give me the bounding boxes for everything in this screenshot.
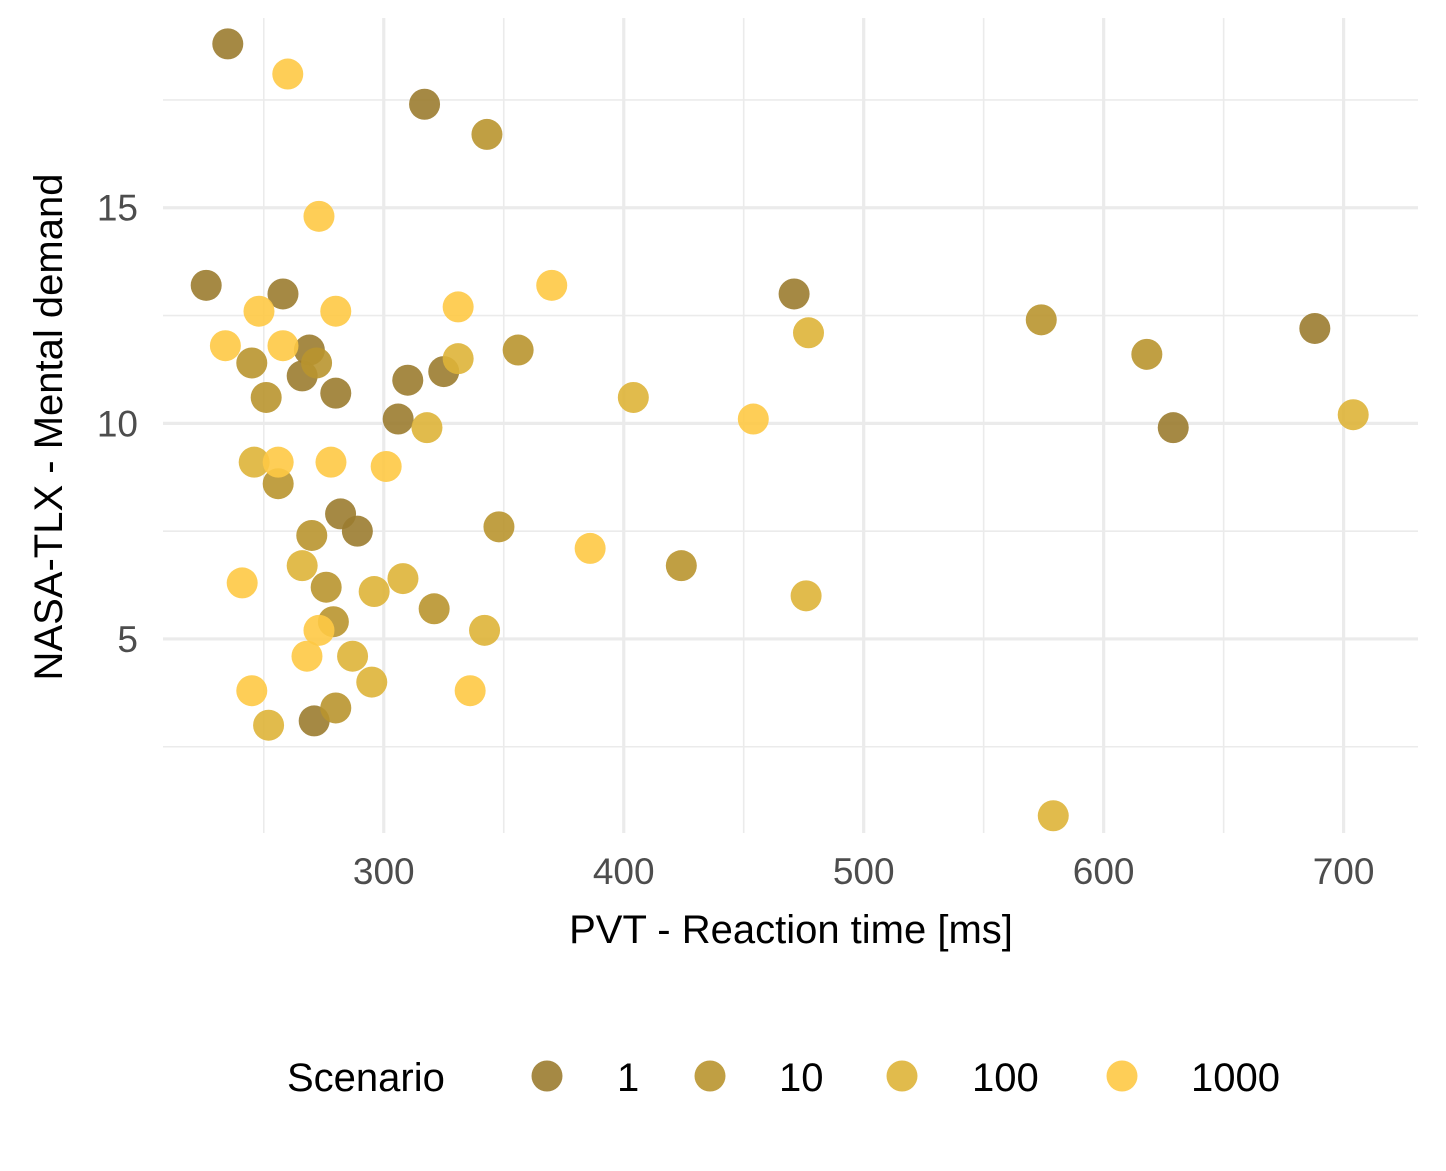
- scatter-point-scenario-1000: [209, 330, 241, 362]
- legend: Scenario 1 10 100 1000: [287, 1056, 1280, 1100]
- scatter-point-scenario-100: [253, 709, 285, 741]
- scatter-point-scenario-10: [310, 571, 342, 603]
- scatter-point-scenario-1: [1157, 412, 1189, 444]
- scatter-point-scenario-100: [356, 666, 388, 698]
- scatter-point-scenario-1: [382, 403, 414, 435]
- x-tick-label: 600: [1073, 851, 1135, 892]
- scatter-point-scenario-10: [250, 381, 282, 413]
- y-tick-label: 15: [97, 188, 138, 229]
- scatter-point-scenario-10: [502, 334, 534, 366]
- legend-key-10: [694, 1060, 726, 1092]
- x-axis-title: PVT - Reaction time [ms]: [569, 908, 1013, 952]
- scatter-point-scenario-100: [617, 381, 649, 413]
- scatter-point-scenario-1: [212, 28, 244, 60]
- scatter-point-scenario-100: [337, 640, 369, 672]
- legend-label-1: 1: [617, 1056, 639, 1100]
- y-tick-label: 5: [117, 619, 138, 660]
- grid: [163, 18, 1418, 833]
- scatter-point-scenario-1000: [267, 330, 299, 362]
- scatter-point-scenario-10: [320, 692, 352, 724]
- scatter-point-scenario-100: [469, 614, 501, 646]
- y-axis-ticks: 5 10 15: [97, 188, 138, 660]
- legend-key-1: [531, 1060, 563, 1092]
- y-axis-title: NASA-TLX - Mental demand: [27, 174, 71, 681]
- scatter-point-scenario-100: [792, 317, 824, 349]
- y-tick-label: 10: [97, 403, 138, 444]
- scatter-point-scenario-1000: [226, 567, 258, 599]
- scatter-point-scenario-1: [320, 377, 352, 409]
- scatter-point-scenario-10: [1131, 338, 1163, 370]
- legend-label-10: 10: [779, 1056, 824, 1100]
- scatter-point-scenario-1: [341, 515, 373, 547]
- scatter-point-scenario-1000: [303, 200, 335, 232]
- scatter-point-scenario-1000: [262, 446, 294, 478]
- scatter-point-scenario-1000: [536, 269, 568, 301]
- scatter-point-scenario-1000: [315, 446, 347, 478]
- scatter-point-scenario-100: [442, 343, 474, 375]
- scatter-point-scenario-100: [286, 550, 318, 582]
- scatter-point-scenario-10: [418, 593, 450, 625]
- scatter-point-scenario-1000: [272, 58, 304, 90]
- legend-key-100: [886, 1060, 918, 1092]
- scatter-point-scenario-1: [392, 364, 424, 396]
- scatter-point-scenario-10: [483, 511, 515, 543]
- scatter-point-scenario-10: [471, 118, 503, 150]
- scatter-point-scenario-1000: [291, 640, 323, 672]
- scatter-point-scenario-100: [387, 563, 419, 595]
- legend-key-1000: [1106, 1060, 1138, 1092]
- x-tick-label: 300: [353, 851, 415, 892]
- x-axis-ticks: 300 400 500 600 700: [353, 851, 1375, 892]
- scatter-point-scenario-10: [262, 468, 294, 500]
- scatter-point-scenario-1000: [320, 295, 352, 327]
- x-tick-label: 400: [593, 851, 655, 892]
- scatter-point-scenario-1000: [243, 295, 275, 327]
- scatter-point-scenario-100: [1337, 399, 1369, 431]
- scatter-point-scenario-1000: [574, 532, 606, 564]
- scatter-point-scenario-1: [409, 88, 441, 120]
- scatter-point-scenario-10: [665, 550, 697, 582]
- scatter-point-scenario-1: [190, 269, 222, 301]
- scatter-point-scenario-1000: [442, 291, 474, 323]
- scatter-point-scenario-100: [1037, 800, 1069, 832]
- scatter-point-scenario-1: [267, 278, 299, 310]
- x-tick-label: 700: [1313, 851, 1375, 892]
- scatter-point-scenario-1: [778, 278, 810, 310]
- scatter-point-scenario-10: [301, 347, 333, 379]
- legend-label-1000: 1000: [1191, 1056, 1280, 1100]
- scatter-point-scenario-1000: [454, 675, 486, 707]
- scatter-point-scenario-100: [411, 412, 443, 444]
- scatter-point-scenario-100: [790, 580, 822, 612]
- scatter-point-scenario-1000: [737, 403, 769, 435]
- scatter-point-scenario-10: [236, 347, 268, 379]
- x-tick-label: 500: [833, 851, 895, 892]
- scatter-point-scenario-1000: [236, 675, 268, 707]
- scatter-point-scenario-1000: [303, 614, 335, 646]
- scatter-point-scenario-10: [296, 519, 328, 551]
- scatter-point-scenario-1000: [370, 450, 402, 482]
- scatter-point-scenario-1: [1299, 312, 1331, 344]
- scatter-point-scenario-100: [358, 576, 390, 608]
- data-points: [190, 28, 1369, 832]
- legend-title: Scenario: [287, 1056, 445, 1100]
- legend-label-100: 100: [972, 1056, 1039, 1100]
- scatter-point-scenario-10: [1025, 304, 1057, 336]
- scatter-point-scenario-100: [238, 446, 270, 478]
